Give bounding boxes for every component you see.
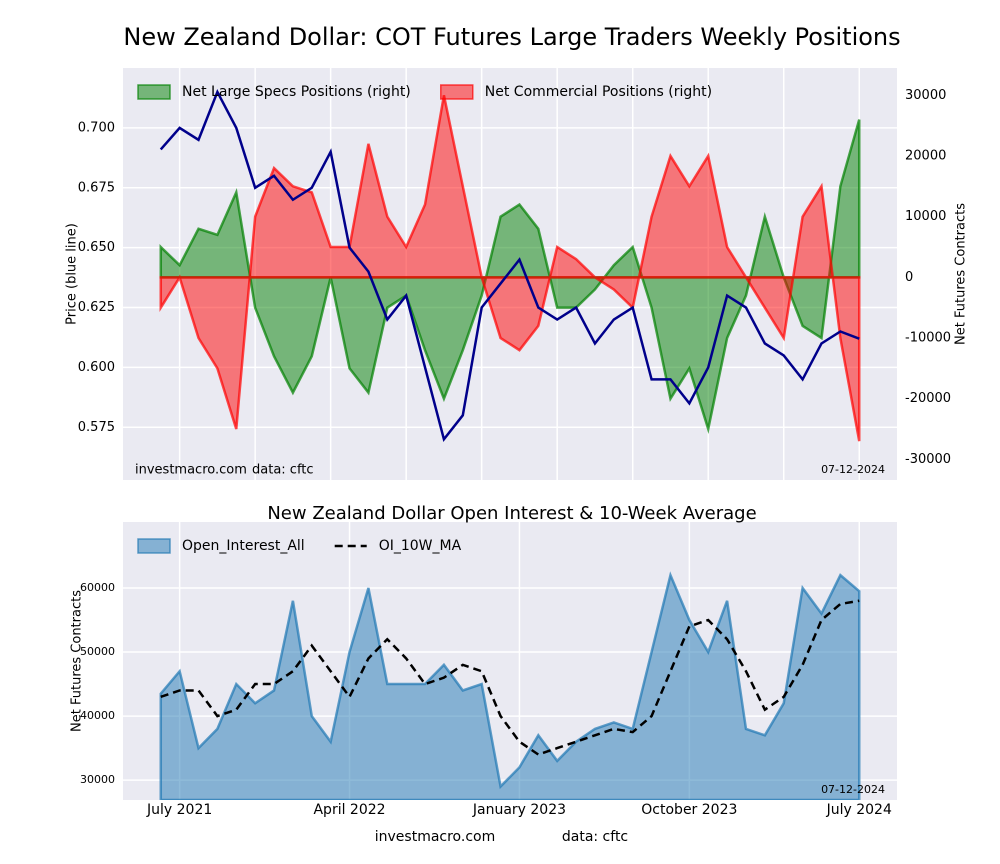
y-tick-label: 0.675 [78, 180, 115, 195]
y-tick-label: 0.625 [78, 300, 115, 315]
y-axis-label: Price (blue line) [65, 223, 80, 325]
x-tick-label: April 2022 [313, 802, 385, 818]
legend-swatch [137, 84, 171, 100]
legend-label: OI_10W_MA [379, 538, 462, 554]
legend-label: Net Commercial Positions (right) [485, 84, 712, 100]
y2-tick-label: -30000 [905, 452, 951, 467]
x-tick-label: July 2024 [826, 802, 892, 818]
y2-tick-label: 20000 [905, 148, 946, 163]
marks [159, 571, 861, 800]
y2-axis-label: Net Futures Contracts [954, 203, 969, 345]
chart-title: New Zealand Dollar Open Interest & 10-We… [267, 503, 756, 524]
y-tick-label: 0.600 [78, 360, 115, 375]
line [159, 88, 860, 443]
y2-tick-label: -10000 [905, 331, 951, 346]
y-tick-label: 30000 [80, 773, 115, 786]
footer-data: data: cftc [562, 829, 628, 845]
legend-swatch [440, 84, 474, 100]
y2-tick-label: 10000 [905, 209, 946, 224]
line [160, 599, 860, 756]
x-tick-label: October 2023 [641, 802, 737, 818]
y-tick-label: 50000 [80, 645, 115, 658]
area [159, 571, 861, 800]
x-tick-label: January 2023 [472, 802, 566, 818]
date-note: 07-12-2024 [821, 463, 885, 476]
legend-label: Open_Interest_All [182, 538, 305, 554]
y-axis-label: Net Futures Contracts [70, 590, 85, 732]
y-tick-label: 0.700 [78, 120, 115, 135]
page-title: New Zealand Dollar: COT Futures Large Tr… [123, 23, 900, 51]
footer-site: investmacro.com [375, 829, 495, 845]
y2-tick-label: -20000 [905, 391, 951, 406]
source-note: investmacro.com [135, 463, 247, 478]
y2-tick-label: 30000 [905, 88, 946, 103]
legend-swatch [137, 538, 171, 554]
y2-tick-label: 0 [905, 270, 913, 285]
marks [159, 88, 861, 443]
y-tick-label: 40000 [80, 709, 115, 722]
legend-label: Net Large Specs Positions (right) [182, 84, 411, 100]
date-note: 07-12-2024 [821, 783, 885, 796]
x-tick-label: July 2021 [146, 802, 212, 818]
y-tick-label: 60000 [80, 581, 115, 594]
y-tick-label: 0.575 [78, 420, 115, 435]
area [159, 95, 861, 442]
source-note: data: cftc [252, 463, 314, 478]
y-tick-label: 0.650 [78, 240, 115, 255]
